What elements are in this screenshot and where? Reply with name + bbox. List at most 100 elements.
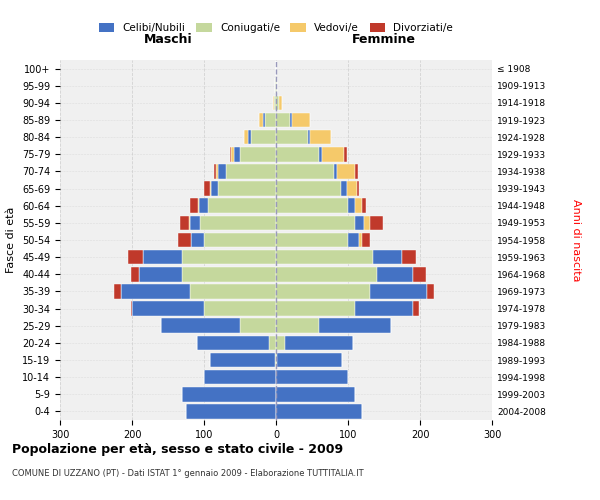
Bar — [248, 130, 251, 144]
Bar — [218, 182, 276, 196]
Bar — [186, 404, 276, 418]
Bar — [370, 284, 427, 298]
Bar — [204, 182, 210, 196]
Bar — [377, 267, 413, 281]
Bar — [355, 198, 362, 213]
Text: Popolazione per età, sesso e stato civile - 2009: Popolazione per età, sesso e stato civil… — [12, 442, 343, 456]
Bar — [373, 250, 402, 264]
Bar — [276, 302, 355, 316]
Bar — [355, 216, 364, 230]
Bar — [348, 232, 359, 248]
Bar — [276, 198, 348, 213]
Bar — [199, 198, 208, 213]
Bar — [128, 250, 143, 264]
Bar — [355, 164, 358, 178]
Bar — [276, 336, 284, 350]
Bar — [276, 130, 308, 144]
Bar — [211, 182, 218, 196]
Bar — [204, 302, 276, 316]
Bar — [276, 404, 362, 418]
Bar — [208, 198, 276, 213]
Bar — [143, 250, 182, 264]
Bar — [402, 250, 416, 264]
Bar — [240, 318, 276, 333]
Bar — [230, 147, 232, 162]
Bar — [244, 130, 248, 144]
Bar — [276, 78, 277, 93]
Bar — [200, 216, 276, 230]
Bar — [265, 112, 276, 128]
Bar — [275, 78, 276, 93]
Bar — [276, 284, 370, 298]
Bar — [131, 302, 132, 316]
Bar — [273, 96, 274, 110]
Bar — [310, 130, 331, 144]
Bar — [182, 250, 276, 264]
Bar — [344, 147, 347, 162]
Bar — [337, 164, 355, 178]
Bar — [178, 232, 191, 248]
Bar — [334, 164, 337, 178]
Y-axis label: Fasce di età: Fasce di età — [7, 207, 16, 273]
Bar — [204, 232, 276, 248]
Bar — [259, 112, 263, 128]
Bar — [370, 216, 383, 230]
Bar — [210, 182, 211, 196]
Bar — [276, 164, 334, 178]
Bar — [204, 370, 276, 384]
Bar — [341, 182, 347, 196]
Text: Maschi: Maschi — [143, 34, 193, 46]
Bar — [276, 267, 377, 281]
Bar — [121, 284, 190, 298]
Bar — [214, 164, 215, 178]
Bar — [215, 164, 218, 178]
Bar — [131, 267, 139, 281]
Bar — [139, 267, 182, 281]
Bar — [276, 318, 319, 333]
Bar — [234, 147, 240, 162]
Bar — [276, 352, 277, 368]
Bar — [191, 232, 204, 248]
Bar — [348, 198, 355, 213]
Bar — [263, 112, 265, 128]
Bar — [322, 147, 344, 162]
Bar — [275, 352, 276, 368]
Bar — [279, 96, 283, 110]
Bar — [240, 147, 276, 162]
Bar — [180, 216, 189, 230]
Text: Femmine: Femmine — [352, 34, 416, 46]
Bar — [362, 232, 370, 248]
Bar — [284, 336, 353, 350]
Bar — [276, 112, 290, 128]
Bar — [190, 284, 276, 298]
Bar — [427, 284, 434, 298]
Bar — [359, 232, 362, 248]
Bar — [132, 302, 204, 316]
Bar — [161, 318, 240, 333]
Bar — [276, 387, 355, 402]
Bar — [276, 370, 348, 384]
Bar — [364, 216, 370, 230]
Bar — [197, 336, 269, 350]
Bar — [251, 130, 276, 144]
Bar — [276, 216, 355, 230]
Text: Anni di nascita: Anni di nascita — [571, 198, 581, 281]
Bar — [218, 164, 226, 178]
Bar — [319, 318, 391, 333]
Bar — [276, 232, 348, 248]
Bar — [308, 130, 310, 144]
Bar — [277, 352, 342, 368]
Bar — [413, 267, 426, 281]
Bar — [292, 112, 310, 128]
Bar — [358, 182, 359, 196]
Bar — [210, 352, 275, 368]
Bar — [347, 182, 358, 196]
Legend: Celibi/Nubili, Coniugati/e, Vedovi/e, Divorziati/e: Celibi/Nubili, Coniugati/e, Vedovi/e, Di… — [95, 18, 457, 37]
Bar — [197, 198, 199, 213]
Bar — [182, 267, 276, 281]
Bar — [355, 302, 413, 316]
Bar — [114, 284, 121, 298]
Bar — [276, 96, 279, 110]
Bar — [190, 216, 200, 230]
Bar — [413, 302, 419, 316]
